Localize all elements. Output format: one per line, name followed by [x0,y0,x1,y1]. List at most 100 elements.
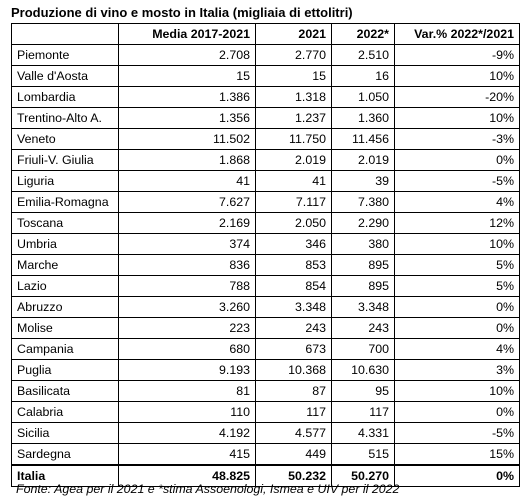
cell-value-2022: 2.019 [331,149,395,171]
table-row: Sicilia 4.192 4.577 4.331 -5% [11,422,520,444]
table-row: Friuli-V. Giulia 1.868 2.019 2.019 0% [11,149,520,171]
header-region [11,23,119,45]
cell-value-2022: 117 [331,401,395,423]
cell-average: 374 [118,233,256,255]
table-row: Valle d'Aosta 15 15 16 10% [11,65,520,87]
cell-value-2021: 11.750 [255,128,332,150]
cell-average: 1.868 [118,149,256,171]
cell-region: Abruzzo [11,296,119,318]
cell-value-2021: 346 [255,233,332,255]
cell-value-2021: 673 [255,338,332,360]
cell-region: Friuli-V. Giulia [11,149,119,171]
cell-value-2022: 700 [331,338,395,360]
total-2021: 50.232 [255,464,332,487]
cell-value-2022: 95 [331,380,395,402]
cell-value-2021: 1.237 [255,107,332,129]
table-row: Trentino-Alto A. 1.356 1.237 1.360 10% [11,107,520,129]
table-row: Emilia-Romagna 7.627 7.117 7.380 4% [11,191,520,213]
cell-variation: 0% [394,149,520,171]
table-row: Lazio 788 854 895 5% [11,275,520,297]
cell-variation: 0% [394,317,520,339]
cell-region: Campania [11,338,119,360]
table-row: Toscana 2.169 2.050 2.290 12% [11,212,520,234]
table-row: Piemonte 2.708 2.770 2.510 -9% [11,44,520,66]
cell-average: 2.169 [118,212,256,234]
cell-value-2021: 854 [255,275,332,297]
cell-value-2022: 7.380 [331,191,395,213]
cell-average: 1.386 [118,86,256,108]
wine-production-table: Media 2017-2021 2021 2022* Var.% 2022*/2… [11,23,520,487]
header-average: Media 2017-2021 [118,23,256,45]
header-variation: Var.% 2022*/2021 [394,23,520,45]
total-row: Italia 48.825 50.232 50.270 0% [11,464,520,487]
cell-average: 836 [118,254,256,276]
cell-variation: 0% [394,401,520,423]
cell-region: Piemonte [11,44,119,66]
table-row: Abruzzo 3.260 3.348 3.348 0% [11,296,520,318]
cell-value-2021: 2.019 [255,149,332,171]
cell-value-2021: 41 [255,170,332,192]
cell-value-2022: 16 [331,65,395,87]
cell-value-2022: 2.290 [331,212,395,234]
cell-variation: 5% [394,254,520,276]
cell-region: Toscana [11,212,119,234]
table-row: Marche 836 853 895 5% [11,254,520,276]
total-2022: 50.270 [331,464,395,487]
cell-value-2022: 3.348 [331,296,395,318]
table-row: Veneto 11.502 11.750 11.456 -3% [11,128,520,150]
cell-variation: -5% [394,422,520,444]
cell-variation: -3% [394,128,520,150]
cell-region: Marche [11,254,119,276]
cell-value-2021: 87 [255,380,332,402]
cell-region: Veneto [11,128,119,150]
cell-average: 11.502 [118,128,256,150]
cell-value-2021: 853 [255,254,332,276]
cell-value-2022: 1.360 [331,107,395,129]
table-row: Liguria 41 41 39 -5% [11,170,520,192]
cell-region: Basilicata [11,380,119,402]
cell-region: Puglia [11,359,119,381]
cell-average: 788 [118,275,256,297]
table-row: Basilicata 81 87 95 10% [11,380,520,402]
cell-region: Valle d'Aosta [11,65,119,87]
cell-value-2022: 2.510 [331,44,395,66]
cell-value-2022: 10.630 [331,359,395,381]
cell-value-2022: 380 [331,233,395,255]
cell-variation: 12% [394,212,520,234]
cell-average: 3.260 [118,296,256,318]
cell-region: Umbria [11,233,119,255]
cell-value-2022: 4.331 [331,422,395,444]
table-row: Lombardia 1.386 1.318 1.050 -20% [11,86,520,108]
cell-average: 81 [118,380,256,402]
cell-variation: 4% [394,338,520,360]
cell-value-2022: 895 [331,254,395,276]
total-variation: 0% [394,464,520,487]
cell-value-2021: 449 [255,443,332,466]
cell-average: 415 [118,443,256,466]
header-2022: 2022* [331,23,395,45]
cell-region: Emilia-Romagna [11,191,119,213]
table-row: Molise 223 243 243 0% [11,317,520,339]
table-row: Umbria 374 346 380 10% [11,233,520,255]
table-row: Calabria 110 117 117 0% [11,401,520,423]
cell-variation: 4% [394,191,520,213]
cell-average: 41 [118,170,256,192]
cell-region: Trentino-Alto A. [11,107,119,129]
cell-average: 9.193 [118,359,256,381]
cell-average: 15 [118,65,256,87]
cell-region: Sardegna [11,443,119,466]
cell-variation: 10% [394,380,520,402]
cell-average: 7.627 [118,191,256,213]
cell-variation: 5% [394,275,520,297]
cell-region: Lazio [11,275,119,297]
cell-value-2022: 39 [331,170,395,192]
cell-average: 110 [118,401,256,423]
cell-value-2021: 1.318 [255,86,332,108]
cell-region: Liguria [11,170,119,192]
cell-variation: -5% [394,170,520,192]
cell-region: Molise [11,317,119,339]
cell-value-2021: 2.050 [255,212,332,234]
table-row: Puglia 9.193 10.368 10.630 3% [11,359,520,381]
cell-value-2022: 895 [331,275,395,297]
cell-average: 223 [118,317,256,339]
